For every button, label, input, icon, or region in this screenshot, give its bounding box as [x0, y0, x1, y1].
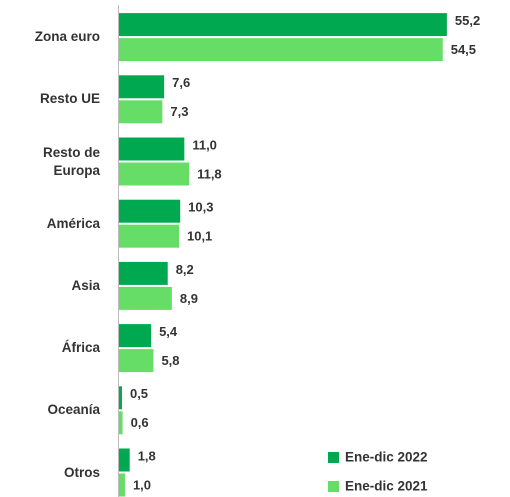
value-label: 55,2	[455, 13, 480, 28]
bar	[119, 75, 165, 99]
bar	[119, 137, 185, 161]
value-label: 1,8	[138, 448, 156, 463]
bar	[119, 411, 123, 435]
bar	[119, 162, 190, 186]
bar	[119, 100, 163, 124]
value-label: 0,5	[130, 386, 148, 401]
value-label: 7,3	[170, 104, 188, 119]
bar	[119, 199, 181, 223]
value-label: 1,0	[133, 477, 151, 492]
value-label: 8,9	[180, 291, 198, 306]
value-label: 5,4	[159, 324, 178, 339]
value-label: 5,8	[161, 353, 179, 368]
bar	[119, 286, 172, 310]
value-label: 10,3	[188, 200, 213, 215]
category-label: Zona euro	[34, 29, 100, 45]
value-label: 10,1	[187, 229, 212, 244]
legend-swatch	[328, 452, 339, 463]
bar	[119, 38, 443, 62]
value-label: 0,6	[131, 415, 149, 430]
value-label: 54,5	[451, 42, 476, 57]
value-label: 11,0	[192, 137, 217, 152]
category-label: América	[46, 215, 100, 231]
bar	[119, 386, 122, 410]
bar	[119, 261, 168, 285]
category-label: Resto de Europa	[42, 144, 100, 178]
category-label: África	[61, 340, 100, 356]
category-label: Oceanía	[47, 402, 100, 418]
value-label: 11,8	[197, 166, 222, 181]
value-label: 7,6	[172, 75, 190, 90]
bar	[119, 473, 125, 497]
bar	[119, 224, 179, 248]
bar	[119, 13, 447, 37]
legend-label: Ene-dic 2022	[345, 450, 428, 465]
legend-swatch	[328, 481, 339, 492]
category-label: Asia	[71, 277, 100, 293]
value-label: 8,2	[176, 262, 194, 277]
bar	[119, 448, 130, 472]
bar	[119, 349, 154, 373]
bar	[119, 324, 152, 348]
category-label: Resto UE	[39, 91, 100, 107]
category-label: Otros	[63, 464, 100, 480]
legend-label: Ene-dic 2021	[345, 479, 428, 494]
